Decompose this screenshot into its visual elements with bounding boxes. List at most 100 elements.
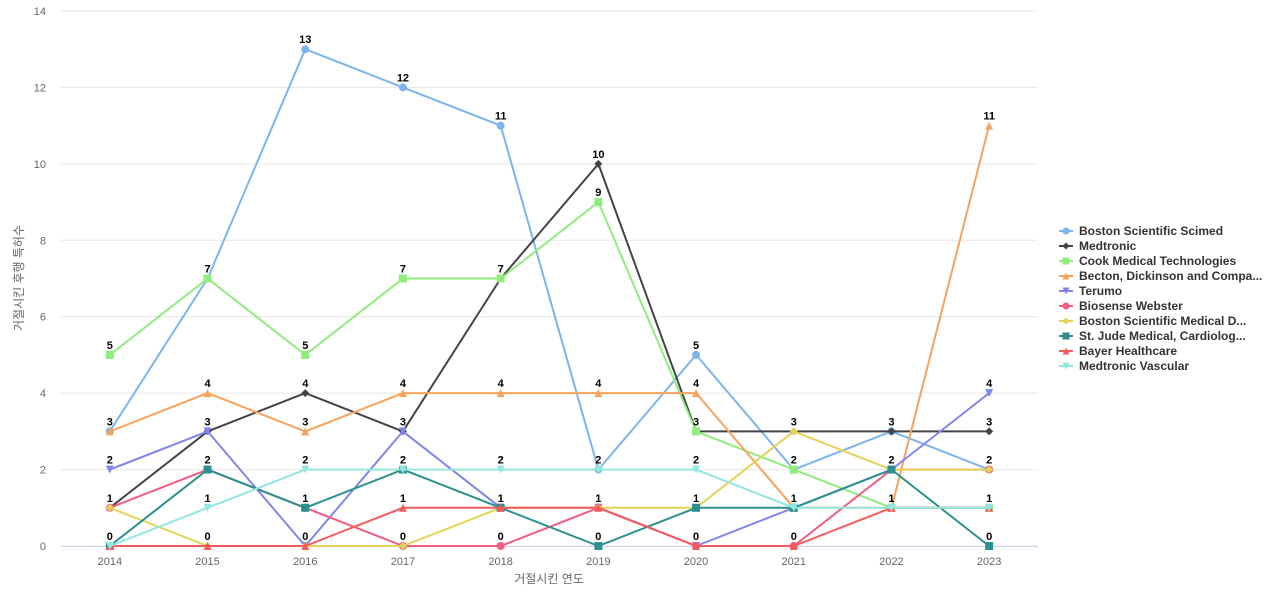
data-label: 1 (986, 493, 992, 505)
data-point[interactable] (887, 427, 896, 436)
data-point[interactable] (594, 389, 603, 398)
legend-item[interactable]: Boston Scientific Medical D... (1059, 314, 1246, 328)
data-point[interactable] (692, 427, 701, 436)
data-point[interactable] (301, 542, 310, 550)
legend-label: Becton, Dickinson and Compa... (1079, 269, 1262, 283)
data-point[interactable] (301, 465, 310, 474)
data-point[interactable] (496, 121, 505, 130)
data-point[interactable] (203, 503, 212, 512)
data-point[interactable] (105, 465, 114, 474)
legend-item[interactable]: Biosense Webster (1059, 299, 1183, 313)
legend-item[interactable]: St. Jude Medical, Cardiolog... (1059, 329, 1246, 343)
data-point[interactable] (692, 503, 701, 512)
data-label: 3 (888, 416, 894, 428)
data-label: 2 (595, 455, 601, 467)
data-point[interactable] (496, 274, 505, 283)
data-point[interactable] (203, 427, 212, 436)
data-point[interactable] (887, 465, 896, 474)
data-point[interactable] (594, 159, 603, 168)
legend-item[interactable]: Boston Scientific Scimed (1059, 224, 1223, 238)
data-point[interactable] (301, 427, 310, 436)
data-point[interactable] (692, 350, 701, 359)
data-point[interactable] (692, 465, 701, 474)
legend-symbol (1062, 302, 1070, 310)
data-point[interactable] (496, 465, 505, 474)
data-point[interactable] (496, 389, 505, 398)
data-point[interactable] (105, 350, 114, 359)
data-point[interactable] (398, 274, 407, 283)
series-9 (105, 503, 994, 550)
data-point[interactable] (398, 542, 407, 550)
legend-item[interactable]: Terumo (1059, 284, 1122, 298)
data-label: 2 (400, 455, 406, 467)
data-label: 3 (302, 416, 308, 428)
legend-item[interactable]: Cook Medical Technologies (1059, 254, 1236, 268)
data-point[interactable] (985, 427, 994, 436)
legend-item[interactable]: Medtronic (1059, 239, 1137, 253)
data-label: 2 (107, 455, 113, 467)
data-point[interactable] (398, 503, 407, 512)
data-labels: 5321074321013543210127432101174210109421… (107, 34, 995, 543)
data-label: 0 (791, 531, 797, 543)
data-point[interactable] (692, 542, 701, 550)
data-label: 1 (107, 493, 113, 505)
x-axis-title: 거절시킨 연도 (514, 572, 584, 586)
data-point[interactable] (398, 427, 407, 436)
data-point[interactable] (985, 542, 994, 550)
data-point[interactable] (203, 389, 212, 398)
legend-label: Medtronic Vascular (1079, 359, 1189, 373)
legend-item[interactable]: Bayer Healthcare (1059, 344, 1177, 358)
x-tick-label: 2020 (684, 556, 708, 568)
data-label: 0 (693, 531, 699, 543)
data-point[interactable] (398, 465, 407, 474)
data-point[interactable] (692, 389, 701, 398)
data-point[interactable] (594, 465, 603, 474)
data-label: 5 (107, 340, 113, 352)
data-point[interactable] (203, 542, 212, 550)
data-point[interactable] (398, 389, 407, 398)
legend-symbol (1062, 242, 1070, 250)
data-point[interactable] (789, 542, 798, 550)
data-point[interactable] (203, 465, 212, 474)
data-label: 0 (302, 531, 308, 543)
data-point[interactable] (301, 503, 310, 512)
data-point[interactable] (301, 45, 310, 54)
data-point[interactable] (203, 274, 212, 283)
data-label: 1 (791, 493, 797, 505)
data-point[interactable] (496, 503, 505, 512)
y-tick-label: 4 (40, 388, 46, 400)
legend-item[interactable]: Becton, Dickinson and Compa... (1059, 269, 1262, 283)
data-label: 10 (592, 149, 604, 161)
data-point[interactable] (301, 389, 310, 398)
data-point[interactable] (398, 83, 407, 92)
legend-item[interactable]: Medtronic Vascular (1059, 359, 1189, 373)
data-point[interactable] (985, 389, 994, 398)
y-tick-label: 14 (34, 6, 46, 18)
data-point[interactable] (789, 427, 798, 436)
legend-label: Boston Scientific Medical D... (1079, 314, 1246, 328)
x-tick-label: 2023 (977, 556, 1001, 568)
data-point[interactable] (105, 542, 114, 550)
data-point[interactable] (594, 503, 603, 512)
data-point[interactable] (105, 427, 114, 436)
data-point[interactable] (594, 542, 603, 550)
data-point[interactable] (985, 465, 994, 474)
data-point[interactable] (985, 121, 994, 130)
data-point[interactable] (887, 503, 896, 512)
data-point[interactable] (789, 503, 798, 512)
data-point[interactable] (594, 198, 603, 207)
data-label: 12 (397, 72, 409, 84)
data-label: 3 (693, 416, 699, 428)
data-label: 5 (693, 340, 699, 352)
data-point[interactable] (301, 350, 310, 359)
legend-symbol (1062, 287, 1070, 295)
data-point[interactable] (496, 542, 505, 550)
data-point[interactable] (105, 503, 114, 512)
legend-label: Biosense Webster (1079, 299, 1183, 313)
data-point[interactable] (985, 503, 994, 512)
series-10 (105, 465, 994, 550)
data-point[interactable] (789, 465, 798, 474)
